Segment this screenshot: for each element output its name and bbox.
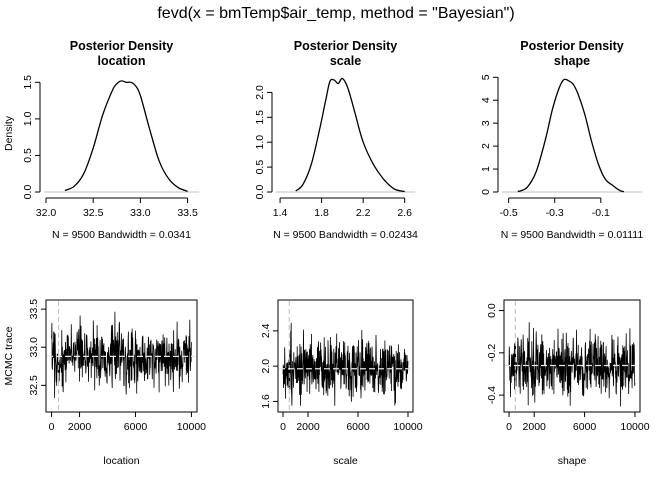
y-tick-label: 5 — [480, 74, 492, 80]
y-tick-label: 33.0 — [28, 337, 40, 358]
x-tick-label: 0 — [506, 421, 512, 433]
panel-trace-scale: 0 2000 6000 10000 1.6 2.0 2.4 scale — [260, 299, 423, 467]
y-tick-label: 2.0 — [254, 85, 266, 100]
y-tick-label: 0 — [480, 189, 492, 195]
y-tick-label: 2 — [480, 143, 492, 149]
y-tick-label: 4 — [480, 97, 492, 103]
bandwidth-note: N = 9500 Bandwidth = 0.01111 — [501, 229, 644, 241]
x-tick-label: 1.8 — [314, 207, 329, 219]
x-tick-label: 1.4 — [273, 207, 288, 219]
bandwidth-note: N = 9500 Bandwidth = 0.02434 — [273, 229, 418, 241]
x-tick-label: 2000 — [68, 421, 92, 433]
mcmc-trace-line — [508, 322, 636, 407]
x-tick-label: 6000 — [573, 421, 597, 433]
y-tick-label: 1.5 — [254, 110, 266, 125]
panel-subtitle: scale — [330, 54, 361, 68]
y-tick-label: -0.2 — [486, 344, 498, 362]
panels: 32.0 32.5 33.0 33.50.00.51.01.5DensityPoste… — [3, 39, 650, 467]
panel-trace-location: 0 2000 6000 10000 32.5 33.0 33.5 MCMC trace loca… — [3, 299, 206, 467]
y-tick-label: 0.0 — [486, 303, 498, 318]
y-tick-label: 2.4 — [260, 323, 272, 338]
panel-subtitle: shape — [554, 54, 590, 68]
panel-density-shape: -0.5 -0.3 -0.1 0 1 2 3 4 5 Posterior Densityshape… — [480, 39, 643, 241]
x-tick-label: 33.5 — [177, 207, 198, 219]
x-tick-label: 10000 — [177, 421, 206, 433]
x-axis-title: shape — [558, 455, 587, 467]
x-tick-label: 2000 — [296, 421, 320, 433]
bandwidth-note: N = 9500 Bandwidth = 0.0341 — [52, 229, 191, 241]
y-tick-label: 33.5 — [28, 299, 40, 320]
y-tick-label: 2.0 — [260, 359, 272, 374]
x-tick-label: -0.1 — [592, 207, 610, 219]
figure-title: fevd(x = bmTemp$air_temp, method = "Baye… — [157, 5, 514, 22]
density-curve — [295, 77, 405, 193]
y-axis-title: Density — [3, 115, 15, 151]
mcmc-trace-line — [282, 322, 409, 406]
x-tick-label: 6000 — [124, 421, 148, 433]
panel-title: Posterior Density — [294, 39, 398, 53]
x-tick-label: 0 — [49, 421, 55, 433]
x-tick-label: 10000 — [620, 421, 649, 433]
x-tick-label: 10000 — [393, 421, 422, 433]
x-axis-title: scale — [333, 455, 358, 467]
y-tick-label: 0.5 — [254, 160, 266, 175]
panel-subtitle: location — [98, 54, 146, 68]
x-tick-label: 32.0 — [36, 207, 57, 219]
panel-density-location: 32.0 32.5 33.0 33.5 0.0 0.5 1.0 1.5 Density Poste… — [3, 39, 199, 241]
density-curve — [64, 80, 188, 192]
y-tick-label: 32.5 — [28, 375, 40, 396]
x-tick-label: 2.6 — [397, 207, 412, 219]
x-tick-label: 0 — [280, 421, 286, 433]
y-tick-label: 1.6 — [260, 394, 272, 409]
y-tick-label: 1.5 — [22, 75, 34, 90]
y-tick-label: 1.0 — [22, 111, 34, 126]
mcmc-trace-line — [51, 311, 192, 398]
y-tick-label: 0.0 — [22, 185, 34, 200]
x-tick-label: -0.3 — [546, 207, 564, 219]
y-axis-title: MCMC trace — [3, 326, 15, 385]
x-tick-label: -0.5 — [500, 207, 518, 219]
y-tick-label: 0.5 — [22, 148, 34, 163]
y-tick-label: 3 — [480, 120, 492, 126]
x-axis-title: location — [103, 455, 139, 467]
x-tick-label: 2000 — [523, 421, 547, 433]
panel-trace-shape: 0 2000 6000 10000 -0.4 -0.2 0.0 shape — [486, 299, 650, 467]
panel-title: Posterior Density — [70, 39, 174, 53]
x-tick-label: 6000 — [346, 421, 370, 433]
x-tick-label: 32.5 — [83, 207, 104, 219]
y-tick-label: 1.0 — [254, 135, 266, 150]
x-tick-label: 2.2 — [356, 207, 371, 219]
y-tick-label: 1 — [480, 166, 492, 172]
panel-density-scale: 1.4 1.8 2.2 2.6 0.0 0.5 1.0 1.5 2.0 Posterior Den… — [254, 39, 418, 241]
x-tick-label: 33.0 — [130, 207, 151, 219]
y-tick-label: -0.4 — [486, 386, 498, 404]
panel-title: Posterior Density — [520, 39, 624, 53]
density-curve — [517, 78, 625, 193]
y-tick-label: 0.0 — [254, 185, 266, 200]
